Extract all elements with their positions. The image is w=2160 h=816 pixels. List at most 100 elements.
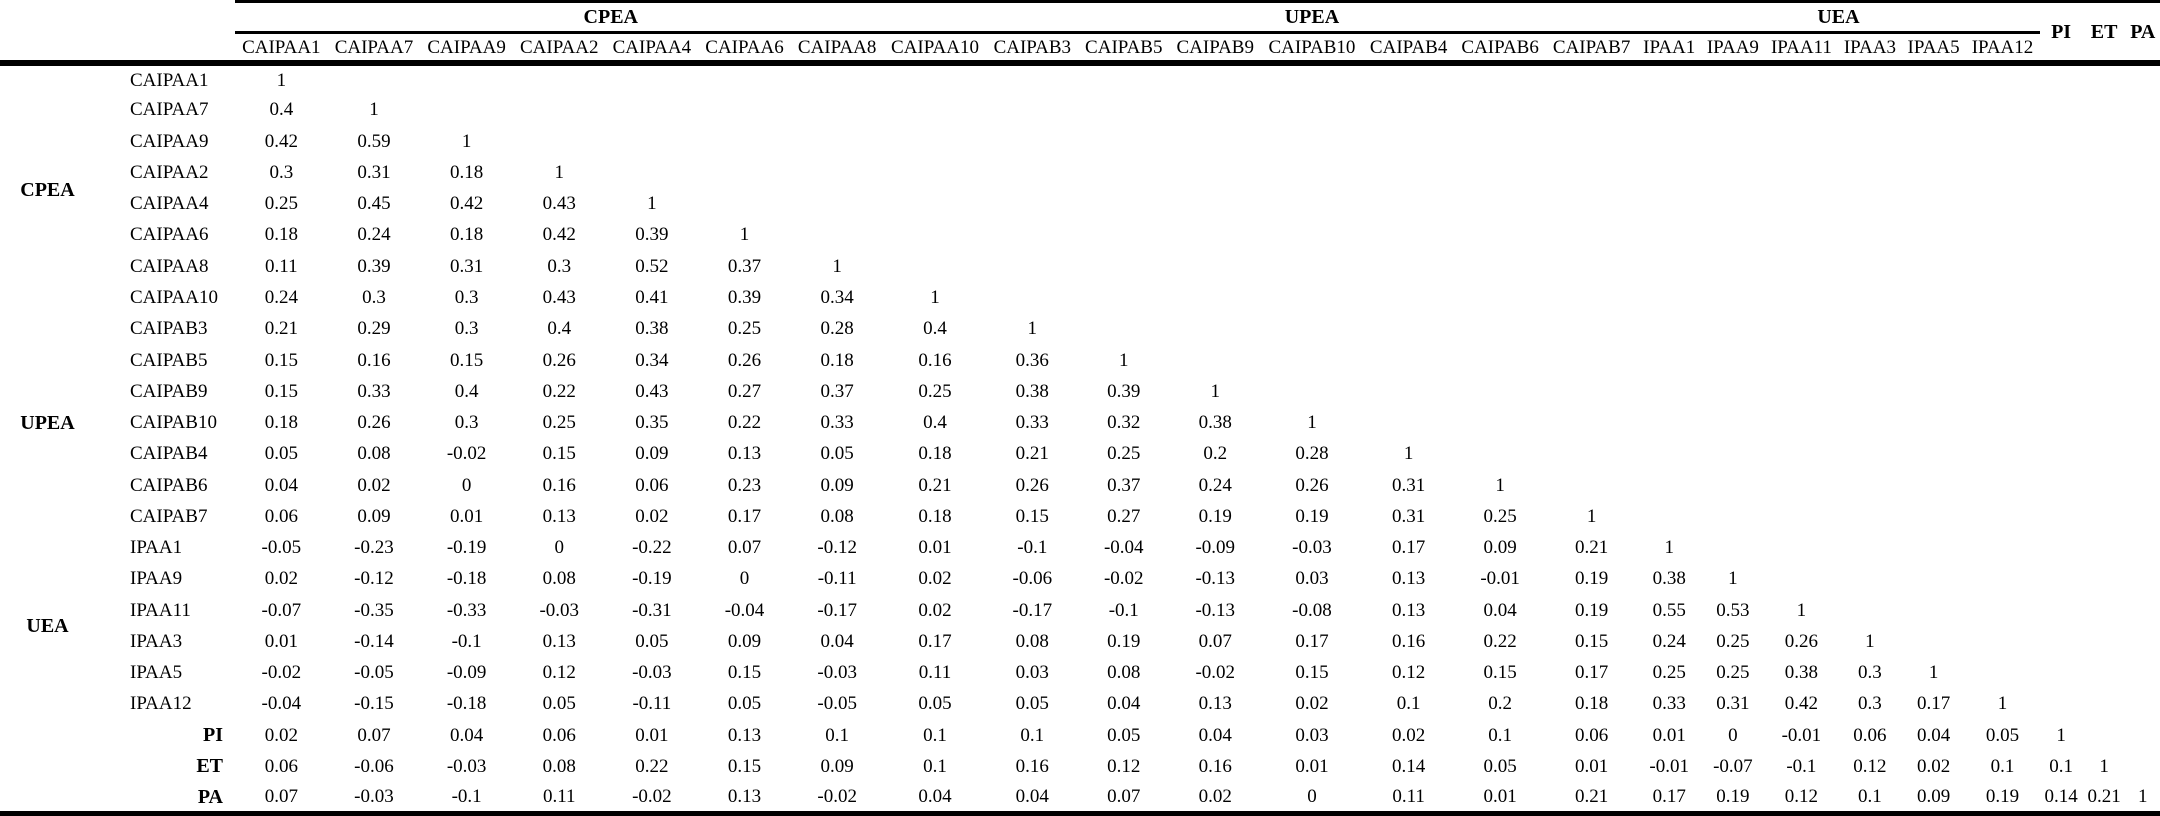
column-header-ipaa5: IPAA5	[1901, 32, 1966, 66]
matrix-cell: 0.33	[357, 380, 391, 402]
matrix-cell: -0.1	[1786, 755, 1817, 777]
matrix-cell: 0.13	[727, 443, 762, 465]
matrix-cell	[1701, 251, 1765, 282]
matrix-cell: 0.21	[264, 318, 298, 340]
matrix-cell: 0.02	[1295, 693, 1329, 715]
matrix-cell	[2040, 407, 2083, 438]
matrix-cell: 0.02	[1169, 782, 1261, 816]
matrix-cell: 0.21	[1574, 537, 1609, 559]
matrix-cell: 0.08	[820, 505, 854, 527]
matrix-cell: 0.32	[1107, 412, 1141, 434]
matrix-cell: 1	[1210, 380, 1221, 402]
matrix-cell: 0.12	[1107, 755, 1141, 777]
matrix-cell	[1902, 563, 1966, 594]
matrix-cell	[1765, 63, 1838, 94]
row-label-ipaa11: IPAA11	[130, 599, 191, 621]
matrix-cell: 0.13	[542, 505, 576, 527]
matrix-cell: 0.01	[635, 724, 669, 746]
matrix-cell: -0.18	[446, 693, 487, 715]
matrix-cell: -0.03	[1292, 537, 1332, 559]
matrix-cell	[1546, 407, 1637, 438]
matrix-cell: 0.2	[1488, 693, 1512, 715]
matrix-cell	[791, 219, 884, 250]
matrix-cell: 0.26	[1295, 474, 1329, 496]
table-row-ipaa11: IPAA11 -0.07 -0.35 -0.33 -0.03 -0.31 -0.04 -0.1…	[0, 595, 2160, 626]
matrix-cell: 0.1	[1488, 724, 1512, 746]
matrix-cell: 0.31	[449, 255, 484, 277]
matrix-cell: 0.24	[357, 224, 391, 246]
matrix-cell: 0.16	[1198, 755, 1232, 777]
row-label-ipaa12: IPAA12	[130, 693, 192, 715]
matrix-cell: 1	[1664, 537, 1674, 559]
matrix-cell	[2126, 657, 2160, 688]
matrix-cell	[987, 251, 1078, 282]
matrix-cell	[1838, 63, 1902, 94]
matrix-cell: 0.34	[635, 349, 669, 371]
table-row-ipaa3: IPAA3 0.01 -0.14 -0.1 0.13 0.05 0.09 0.04 0.17 0.…	[0, 626, 2160, 657]
matrix-cell: -0.05	[261, 537, 302, 559]
matrix-cell: 0.1	[1838, 782, 1902, 816]
matrix-cell: 0.55	[1652, 599, 1686, 621]
matrix-cell: -0.19	[632, 568, 672, 590]
matrix-cell: 0.18	[264, 412, 298, 434]
matrix-cell: 0	[1728, 724, 1738, 746]
matrix-cell: 1	[1119, 349, 1129, 371]
matrix-cell	[698, 63, 791, 94]
table-row-ipaa9: IPAA9 0.02 -0.12 -0.18 0.08 -0.19 0 -0.11 0.02 -0…	[0, 563, 2160, 594]
matrix-cell	[1965, 313, 2039, 344]
row-label-caipab9: CAIPAB9	[130, 380, 208, 402]
matrix-cell	[1902, 344, 1966, 375]
matrix-cell	[1363, 376, 1454, 407]
matrix-cell	[1965, 219, 2039, 250]
table-row-ipaa5: IPAA5 -0.02 -0.05 -0.09 0.12 -0.03 0.15 -0.03 0.…	[0, 657, 2160, 688]
matrix-cell	[2126, 188, 2160, 219]
matrix-cell	[1637, 219, 1701, 250]
matrix-cell	[1965, 532, 2039, 563]
matrix-cell: 0.09	[635, 443, 669, 465]
matrix-cell: 0.31	[1392, 474, 1426, 496]
matrix-cell: 0.35	[635, 412, 669, 434]
matrix-cell: 0.05	[542, 693, 576, 715]
matrix-cell	[791, 63, 884, 94]
matrix-cell	[2083, 313, 2126, 344]
matrix-cell: 0.3	[454, 286, 479, 308]
matrix-cell: 0.04	[1916, 724, 1951, 746]
matrix-cell	[2040, 595, 2083, 626]
matrix-cell: 0.12	[542, 662, 576, 684]
matrix-cell	[2040, 688, 2083, 719]
matrix-cell: 0.42	[1784, 693, 1819, 715]
matrix-cell: 0.17	[1637, 782, 1702, 816]
column-header-ipaa9: IPAA9	[1701, 32, 1765, 66]
matrix-cell	[1965, 251, 2039, 282]
matrix-cell	[987, 126, 1078, 157]
row-group-label-upea: UPEA	[20, 411, 75, 434]
matrix-cell	[1261, 313, 1363, 344]
matrix-cell	[2083, 720, 2126, 751]
matrix-cell: 0.4	[454, 380, 479, 402]
table-row-et: ET 0.06 -0.06 -0.03 0.08 0.22 0.15 0.09 0.1 0.16 0…	[0, 751, 2160, 782]
matrix-cell: 1	[554, 161, 564, 183]
matrix-cell: 0.18	[264, 224, 298, 246]
matrix-cell	[1765, 407, 1838, 438]
matrix-cell	[1261, 344, 1363, 375]
table-row-caipaa7: CAIPAA7 0.4 1	[0, 94, 2160, 125]
matrix-cell	[1454, 188, 1545, 219]
column-header-caipab10: CAIPAB10	[1261, 32, 1363, 66]
matrix-cell	[2083, 251, 2126, 282]
matrix-cell	[883, 63, 986, 94]
matrix-cell: 0.06	[1574, 724, 1609, 746]
column-header-caipab3: CAIPAB3	[986, 32, 1079, 66]
matrix-cell: 0.38	[1198, 412, 1232, 434]
matrix-cell: 0.19	[1198, 505, 1232, 527]
matrix-cell	[1546, 251, 1637, 282]
matrix-cell: 0.06	[264, 755, 298, 777]
column-header-ipaa11: IPAA11	[1764, 32, 1839, 66]
column-header-pa: PA	[2125, 0, 2160, 66]
matrix-cell	[1701, 438, 1765, 469]
matrix-cell	[2126, 157, 2160, 188]
matrix-cell: 0.39	[1107, 380, 1141, 402]
matrix-cell: 0.19	[1107, 630, 1141, 652]
matrix-cell	[2126, 407, 2160, 438]
matrix-cell: 0.25	[1483, 505, 1517, 527]
matrix-cell: 0.19	[1574, 568, 1609, 590]
